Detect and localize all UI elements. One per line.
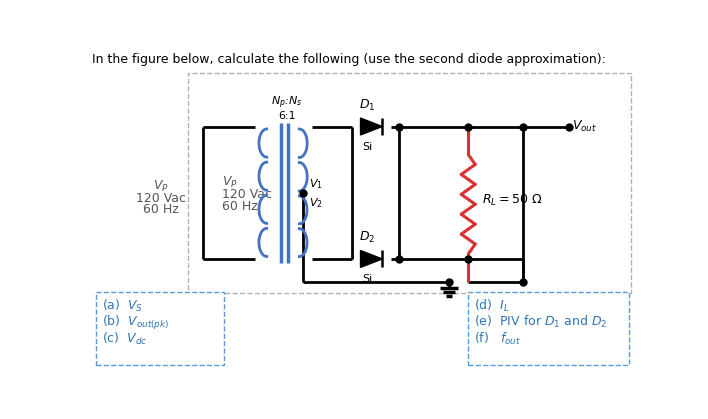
Text: (a)  $V_S$: (a) $V_S$ bbox=[103, 297, 144, 313]
Text: 120 Vac: 120 Vac bbox=[135, 192, 185, 205]
Text: $V_{out}$: $V_{out}$ bbox=[572, 119, 598, 134]
Text: $V_2$: $V_2$ bbox=[309, 196, 322, 210]
Bar bbox=[468, 292, 629, 365]
Text: $D_1$: $D_1$ bbox=[360, 98, 376, 113]
Text: 60 Hz: 60 Hz bbox=[222, 200, 258, 213]
Text: (e)  PIV for $D_1$ and $D_2$: (e) PIV for $D_1$ and $D_2$ bbox=[474, 314, 608, 331]
Text: 120 Vac: 120 Vac bbox=[222, 188, 272, 201]
Text: Si: Si bbox=[362, 142, 372, 152]
Text: In the figure below, calculate the following (use the second diode approximation: In the figure below, calculate the follo… bbox=[91, 53, 605, 66]
Text: $V_P$: $V_P$ bbox=[153, 179, 169, 194]
Polygon shape bbox=[360, 118, 382, 135]
Text: 60 Hz: 60 Hz bbox=[143, 203, 178, 216]
Text: (f)   $f_{out}$: (f) $f_{out}$ bbox=[474, 331, 522, 347]
Text: $V_P$: $V_P$ bbox=[222, 174, 238, 189]
Text: $N_p$:$N_s$: $N_p$:$N_s$ bbox=[271, 95, 302, 111]
Text: (c)  $V_{dc}$: (c) $V_{dc}$ bbox=[103, 331, 148, 347]
Text: $V_1$: $V_1$ bbox=[309, 177, 322, 191]
Text: (d)  $I_L$: (d) $I_L$ bbox=[474, 297, 510, 313]
Text: 6:1: 6:1 bbox=[278, 111, 296, 121]
Text: Si: Si bbox=[362, 274, 372, 285]
Bar bbox=[188, 73, 631, 293]
Polygon shape bbox=[360, 251, 382, 267]
Text: $R_L = 50\ \Omega$: $R_L = 50\ \Omega$ bbox=[482, 193, 542, 208]
Text: $D_2$: $D_2$ bbox=[360, 230, 376, 245]
Text: (b)  $V_{out(pk)}$: (b) $V_{out(pk)}$ bbox=[103, 314, 170, 332]
Bar bbox=[96, 292, 224, 365]
